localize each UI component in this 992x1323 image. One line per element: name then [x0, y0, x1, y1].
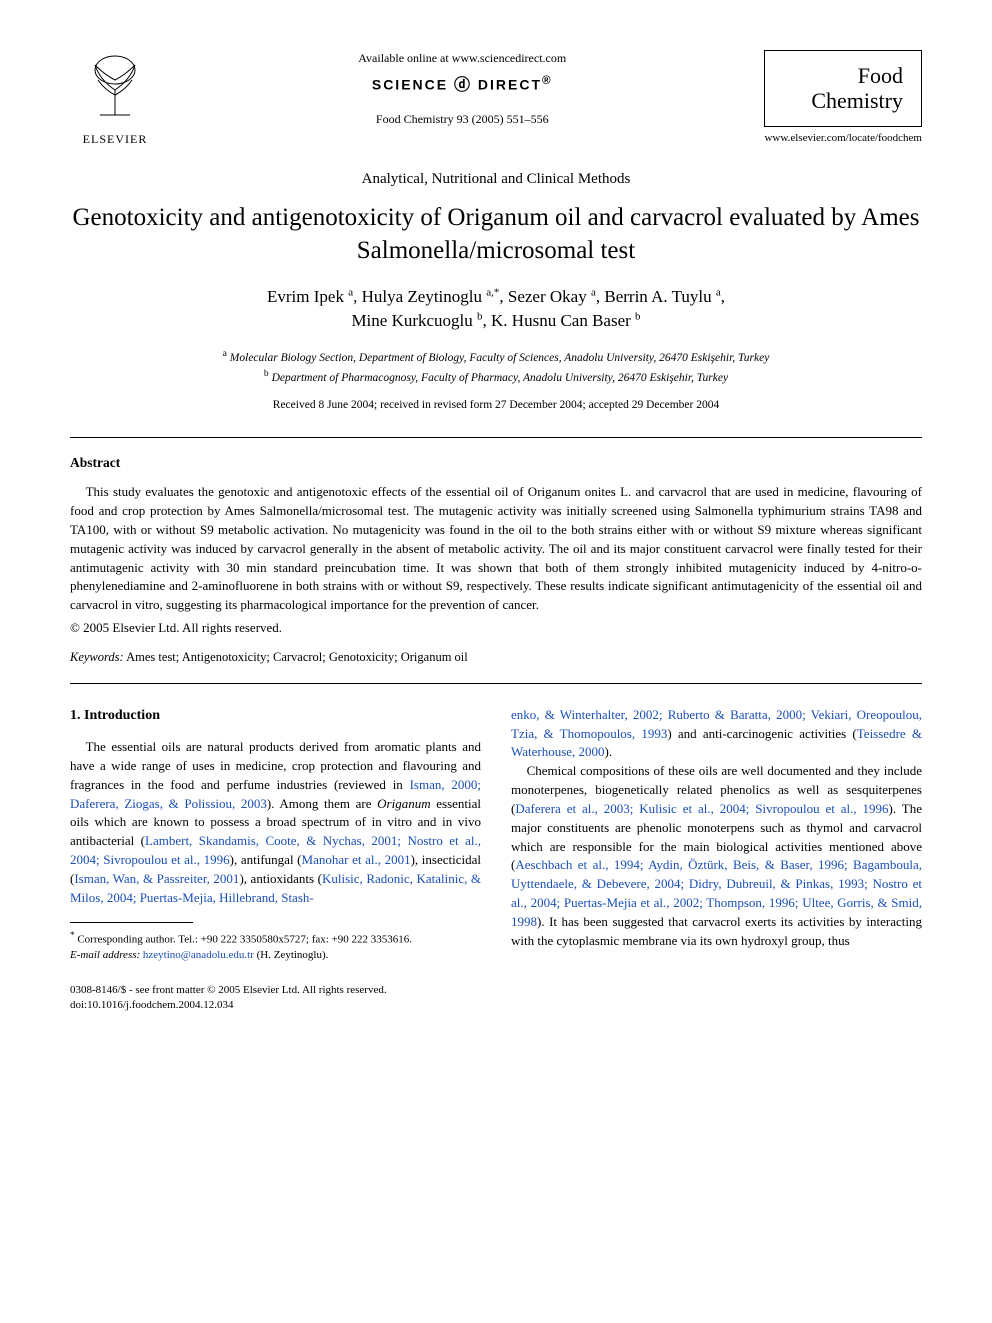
author-1: Evrim Ipek: [267, 287, 348, 306]
affiliations: a Molecular Biology Section, Department …: [70, 347, 922, 387]
center-header: Available online at www.sciencedirect.co…: [160, 50, 764, 128]
author-sep: , Hulya Zeytinoglu: [353, 287, 486, 306]
publisher-logo-block: ELSEVIER: [70, 50, 160, 147]
intro-para-1-cont: enko, & Winterhalter, 2002; Ruberto & Ba…: [511, 706, 922, 763]
sd-word1: SCIENCE: [372, 76, 448, 92]
abstract-heading: Abstract: [70, 454, 922, 473]
text: ), antifungal (: [230, 852, 302, 867]
text: ). Among them are: [267, 796, 377, 811]
journal-name-1: Food: [783, 63, 903, 88]
article-dates: Received 8 June 2004; received in revise…: [70, 397, 922, 413]
authors: Evrim Ipek a, Hulya Zeytinoglu a,*, Seze…: [70, 285, 922, 333]
science-direct-logo: SCIENCE ⓓ DIRECT®: [180, 73, 744, 97]
corresponding-author-note: * Corresponding author. Tel.: +90 222 33…: [70, 929, 481, 948]
text: ), antioxidants (: [239, 871, 322, 886]
author-sep: ,: [721, 287, 725, 306]
article-title: Genotoxicity and antigenotoxicity of Ori…: [70, 202, 922, 267]
keywords-list: Ames test; Antigenotoxicity; Carvacrol; …: [124, 650, 468, 664]
affiliation-b: Department of Pharmacognosy, Faculty of …: [269, 372, 728, 384]
sd-word2: DIRECT: [478, 76, 542, 92]
affiliation-a: Molecular Biology Section, Department of…: [227, 352, 769, 364]
body-columns: 1. Introduction The essential oils are n…: [70, 706, 922, 963]
author-2-aff: a,*: [486, 287, 499, 299]
email-line: E-mail address: hzeytino@anadolu.edu.tr …: [70, 948, 481, 963]
keywords: Keywords: Ames test; Antigenotoxicity; C…: [70, 649, 922, 667]
citation-link[interactable]: Daferera et al., 2003; Kulisic et al., 2…: [515, 801, 888, 816]
journal-reference: Food Chemistry 93 (2005) 551–556: [180, 111, 744, 128]
available-online-text: Available online at www.sciencedirect.co…: [180, 50, 744, 67]
journal-name-2: Chemistry: [783, 88, 903, 113]
email-label: E-mail address:: [70, 949, 140, 961]
text: ) and anti-carcinogenic activities (: [667, 726, 856, 741]
journal-name-box: Food Chemistry: [764, 50, 922, 127]
journal-brand-block: Food Chemistry www.elsevier.com/locate/f…: [764, 50, 922, 146]
intro-para-1: The essential oils are natural products …: [70, 738, 481, 908]
bottom-meta: 0308-8146/$ - see front matter © 2005 El…: [70, 983, 922, 1013]
article-section: Analytical, Nutritional and Clinical Met…: [70, 169, 922, 190]
text: ). It has been suggested that carvacrol …: [511, 914, 922, 948]
genus-italic: Origanum: [377, 796, 430, 811]
intro-para-2: Chemical compositions of these oils are …: [511, 762, 922, 950]
locate-url: www.elsevier.com/locate/foodchem: [764, 131, 922, 146]
footnote-divider: [70, 922, 193, 923]
author-sep: , K. Husnu Can Baser: [483, 311, 636, 330]
author-6-aff: b: [635, 311, 641, 323]
author-sep: , Sezer Okay: [499, 287, 591, 306]
footnote-block: * Corresponding author. Tel.: +90 222 33…: [70, 922, 481, 963]
keywords-label: Keywords:: [70, 650, 124, 664]
author-sep: , Berrin A. Tuylu: [596, 287, 716, 306]
citation-link[interactable]: Isman, Wan, & Passreiter, 2001: [74, 871, 239, 886]
divider: [70, 437, 922, 438]
author-5: Mine Kurkcuoglu: [351, 311, 477, 330]
abstract-copyright: © 2005 Elsevier Ltd. All rights reserved…: [70, 619, 922, 637]
text: ).: [605, 744, 613, 759]
email-link[interactable]: hzeytino@anadolu.edu.tr: [140, 949, 254, 961]
elsevier-tree-icon: [80, 50, 150, 120]
email-who: (H. Zeytinoglu).: [254, 949, 329, 961]
citation-link[interactable]: Manohar et al., 2001: [302, 852, 411, 867]
publisher-name: ELSEVIER: [70, 131, 160, 148]
issn-copyright: 0308-8146/$ - see front matter © 2005 El…: [70, 983, 922, 998]
corr-text: Corresponding author. Tel.: +90 222 3350…: [75, 933, 412, 945]
footnotes: * Corresponding author. Tel.: +90 222 33…: [70, 929, 481, 963]
abstract-text: This study evaluates the genotoxic and a…: [70, 483, 922, 615]
divider: [70, 683, 922, 684]
intro-heading: 1. Introduction: [70, 706, 481, 726]
sd-at-icon: ⓓ: [454, 77, 472, 94]
header: ELSEVIER Available online at www.science…: [70, 50, 922, 147]
doi: doi:10.1016/j.foodchem.2004.12.034: [70, 998, 922, 1013]
